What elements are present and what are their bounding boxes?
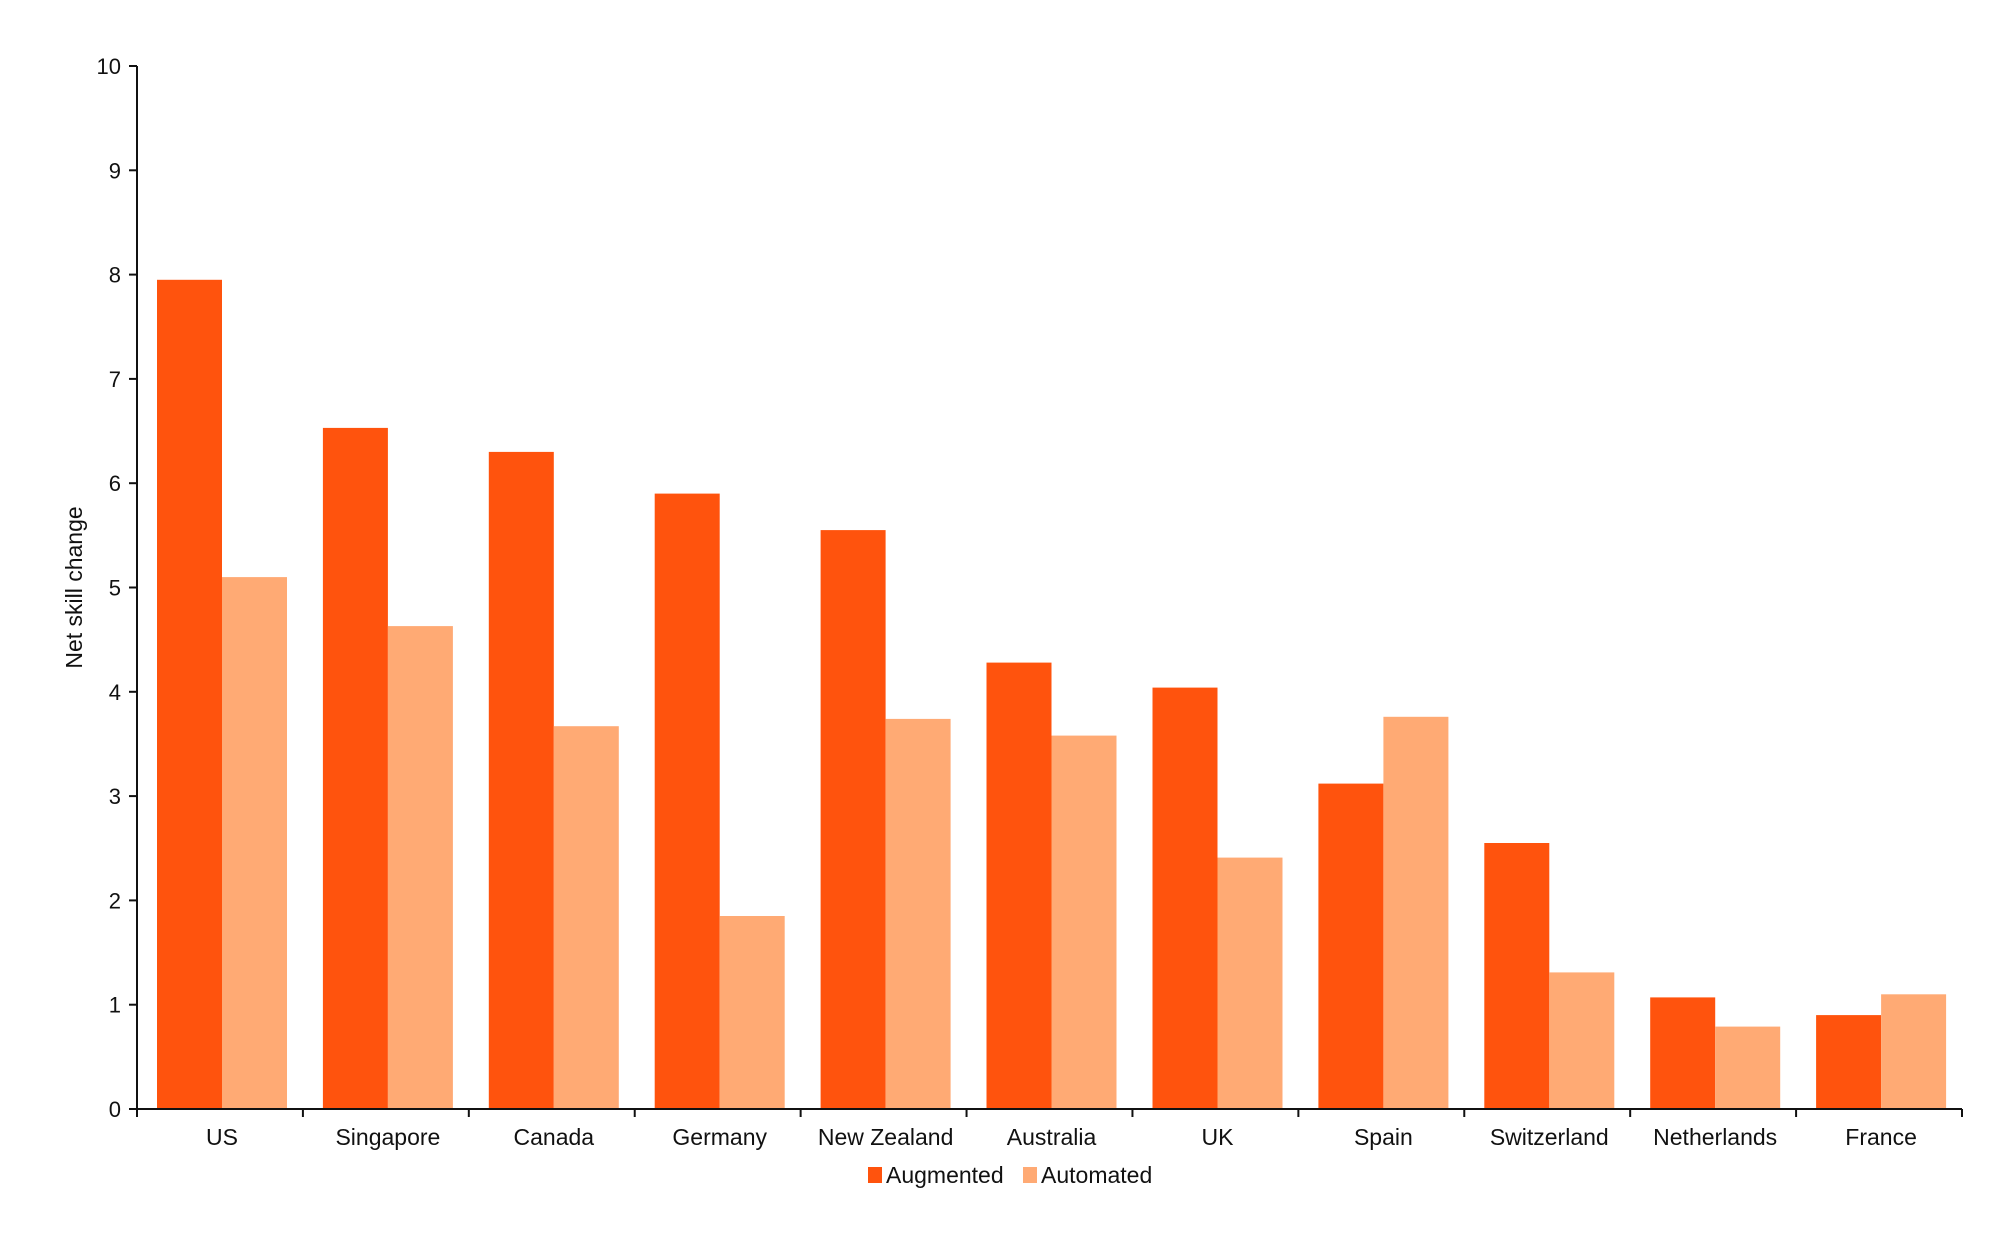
y-tick-label: 10 [97, 54, 121, 79]
legend-swatch-automated [1023, 1167, 1037, 1183]
y-tick-label: 5 [109, 576, 121, 601]
y-tick-label: 2 [109, 888, 121, 913]
bar-automated-new-zealand [885, 718, 951, 1109]
bar-augmented-switzerland [1484, 843, 1550, 1109]
bar-augmented-germany [654, 493, 720, 1110]
y-tick-label: 6 [109, 471, 121, 496]
x-tick-label: Netherlands [1653, 1124, 1777, 1150]
y-tick-label: 3 [109, 784, 121, 809]
x-tick-label: Spain [1354, 1124, 1413, 1150]
x-tick-label: France [1845, 1124, 1917, 1150]
bar-automated-switzerland [1549, 972, 1615, 1109]
bar-automated-france [1881, 994, 1947, 1109]
bar-augmented-us [157, 279, 222, 1109]
x-tick-label: US [206, 1124, 238, 1150]
bar-augmented-singapore [322, 427, 388, 1109]
legend-label-augmented: Augmented [886, 1162, 1004, 1188]
x-tick-label: Canada [514, 1124, 595, 1150]
bar-automated-us [222, 577, 287, 1109]
y-tick-label: 0 [109, 1097, 121, 1122]
x-tick-label: New Zealand [818, 1124, 954, 1150]
bar-augmented-spain [1318, 783, 1384, 1109]
bar-automated-canada [553, 726, 619, 1109]
y-tick-label: 8 [109, 263, 121, 288]
y-axis-title: Net skill change [61, 506, 87, 668]
bar-automated-australia [1051, 735, 1117, 1109]
y-tick-label: 7 [109, 367, 121, 392]
y-tick-label: 9 [109, 158, 121, 183]
y-tick-label: 1 [109, 993, 121, 1018]
bar-augmented-canada [488, 451, 554, 1109]
x-tick-label: Germany [672, 1124, 767, 1150]
bar-augmented-new-zealand [820, 530, 886, 1109]
bar-augmented-uk [1152, 687, 1218, 1109]
bars-layer [157, 279, 1947, 1110]
x-tick-label: Australia [1007, 1124, 1097, 1150]
bar-augmented-netherlands [1650, 997, 1716, 1109]
legend-label-automated: Automated [1041, 1162, 1152, 1188]
bar-automated-uk [1217, 857, 1283, 1109]
bar-automated-germany [719, 916, 785, 1109]
bar-automated-singapore [387, 626, 453, 1109]
bar-automated-netherlands [1715, 1026, 1781, 1109]
x-tick-label: Switzerland [1490, 1124, 1609, 1150]
axes-layer: 0 1 2 3 4 5 6 7 8 9 10 US Singapore Canada Germany New … [97, 54, 1963, 1150]
y-tick-label: 4 [109, 680, 121, 705]
x-tick-label: UK [1201, 1124, 1234, 1150]
bar-augmented-australia [986, 662, 1052, 1109]
x-tick-label: Singapore [335, 1124, 440, 1150]
legend: Augmented Automated [868, 1162, 1152, 1188]
bar-augmented-france [1816, 1015, 1882, 1109]
bar-automated-spain [1383, 716, 1449, 1109]
legend-swatch-augmented [868, 1167, 882, 1183]
